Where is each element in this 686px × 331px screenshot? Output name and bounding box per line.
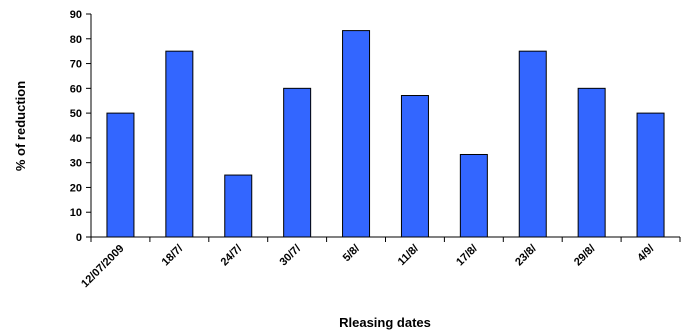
x-axis-ticks: 12/07/2009 18/7/24/7/30/7/5/8/11/8/17/8/2… [79, 237, 681, 290]
bar [577, 87, 606, 238]
y-tick-label: 50 [70, 108, 82, 120]
x-tick-label: 17/8/ [454, 243, 480, 269]
y-tick-label: 20 [70, 182, 82, 194]
x-tick-label: 24/7/ [219, 243, 245, 269]
bar [224, 174, 253, 238]
bar [165, 50, 194, 238]
y-tick-label: 80 [70, 34, 82, 46]
x-tick-label: 5/8/ [341, 243, 362, 264]
bar [459, 153, 488, 238]
bars [106, 30, 665, 238]
x-tick-label: 12/07/2009 [79, 243, 126, 290]
bar [400, 95, 429, 238]
x-tick-label: 30/7/ [277, 243, 303, 269]
x-tick-label: 11/8/ [396, 243, 421, 268]
bar [283, 87, 312, 238]
bar [636, 112, 665, 238]
x-tick-label: 29/8/ [572, 243, 598, 269]
x-tick-label: 4/9/ [635, 243, 656, 264]
bar [342, 30, 371, 238]
y-tick-label: 10 [70, 207, 82, 219]
y-tick-label: 90 [70, 9, 82, 21]
x-tick-label: 18/7/ [160, 243, 186, 269]
y-axis-ticks: 0 10 20 30 40 50 60 70 80 90 [70, 9, 91, 244]
y-tick-label: 70 [70, 59, 82, 71]
x-tick-label: 23/8/ [513, 243, 539, 269]
y-tick-label: 30 [70, 158, 82, 170]
x-axis-title: Rleasing dates [339, 315, 431, 330]
y-axis-title: % of reduction [13, 81, 28, 171]
y-tick-label: 0 [76, 232, 82, 244]
y-tick-label: 60 [70, 83, 82, 95]
bar [106, 112, 135, 238]
bar [518, 50, 547, 238]
y-tick-label: 40 [70, 133, 82, 145]
